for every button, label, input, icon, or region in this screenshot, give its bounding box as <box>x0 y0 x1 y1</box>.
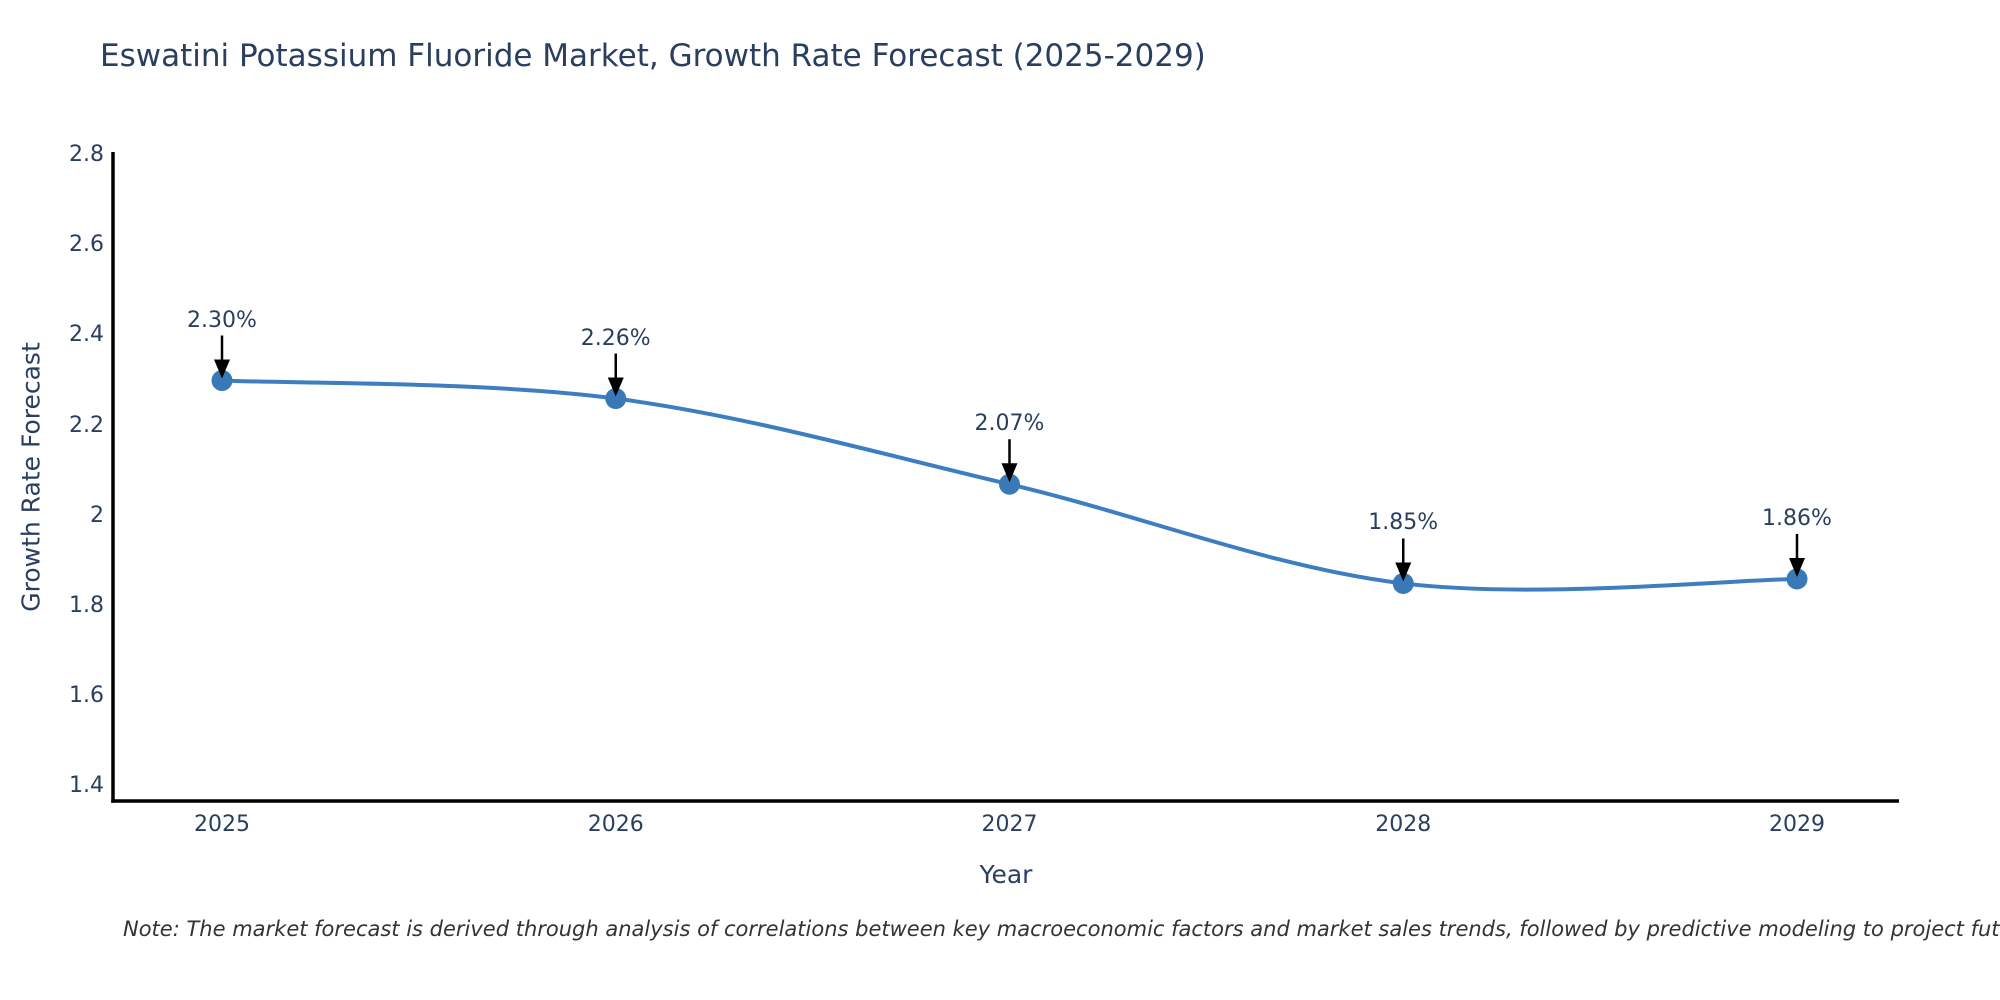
footnote: Note: The market forecast is derived thr… <box>123 917 2000 941</box>
annotation-label-2027: 2.07% <box>974 411 1045 437</box>
y-tick-label-1.6: 1.6 <box>69 683 104 709</box>
x-tick-label-2029: 2029 <box>1769 812 1825 837</box>
x-tick-label-2028: 2028 <box>1375 812 1432 837</box>
x-tick-label-2026: 2026 <box>587 812 644 837</box>
annotation-arrows <box>214 335 1805 582</box>
chart-title: Eswatini Potassium Fluoride Market, Grow… <box>100 38 1206 74</box>
y-tick-label-2.4: 2.4 <box>69 322 104 348</box>
y-tick-label-2.8: 2.8 <box>69 142 104 167</box>
annotation-label-2028: 1.85% <box>1368 510 1439 536</box>
y-axis-title: Growth Rate Forecast <box>16 342 46 612</box>
data-point-2026[interactable] <box>605 388 627 410</box>
data-point-2028[interactable] <box>1392 572 1414 594</box>
y-tick-label-1.4: 1.4 <box>69 773 104 799</box>
annotation-arrowhead <box>1789 557 1805 577</box>
data-point-2029[interactable] <box>1786 568 1808 590</box>
y-tick-label-2.6: 2.6 <box>69 232 104 258</box>
data-point-2027[interactable] <box>999 473 1020 495</box>
x-tick-label-2027: 2027 <box>981 812 1038 837</box>
annotation-arrowhead <box>1395 562 1412 582</box>
annotation-label-2026: 2.26% <box>580 325 651 351</box>
annotation-label-2029: 1.86% <box>1762 505 1832 531</box>
x-tick-label-2025: 2025 <box>194 812 250 837</box>
annotation-arrowhead <box>214 359 230 379</box>
y-tick-label-2: 2 <box>90 502 104 528</box>
data-point-2025[interactable] <box>211 370 233 391</box>
y-tick-label-2.2: 2.2 <box>69 412 104 438</box>
data-point-markers <box>211 370 1808 594</box>
y-tick-label-1.8: 1.8 <box>69 593 104 618</box>
x-axis-title: Year <box>979 860 1033 889</box>
annotation-label-2025: 2.30% <box>187 307 257 333</box>
annotation-arrowhead <box>607 377 624 397</box>
annotation-arrowhead <box>1001 463 1018 483</box>
